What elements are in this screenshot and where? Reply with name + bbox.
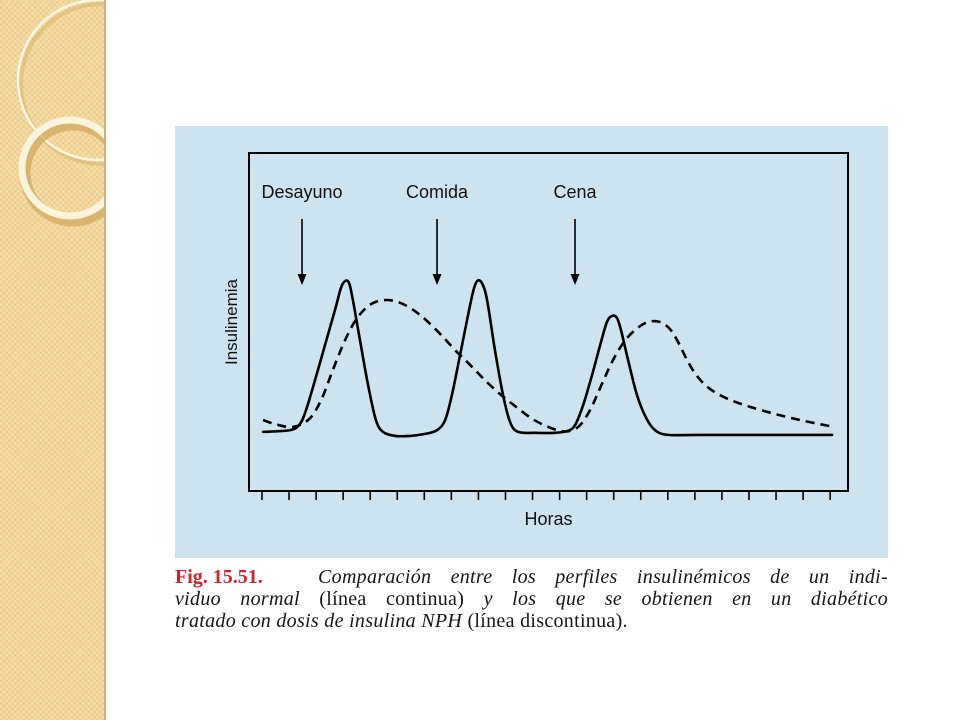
annotation-arrowhead xyxy=(432,274,442,285)
annotation-arrowhead xyxy=(297,274,307,285)
series-line-solid xyxy=(261,278,834,438)
insulin-chart: Desayuno Comida Cena Horas Insulinemia xyxy=(222,152,849,529)
caption-text: (línea discontinua). xyxy=(467,610,628,632)
annotation-label-cena: Cena xyxy=(553,182,597,202)
caption-text: viduo normal xyxy=(175,588,300,610)
caption-text: Comparación entre los perfiles insuliném… xyxy=(318,566,888,588)
caption-line-1: Fig. 15.51. Comparación entre los perfil… xyxy=(175,566,888,588)
caption-text: tratado con dosis de insulina NPH xyxy=(175,610,463,632)
decorative-ring-top-shadow xyxy=(19,2,104,166)
figure-panel: Desayuno Comida Cena Horas Insulinemia xyxy=(175,126,888,558)
caption-text: (línea continua) xyxy=(319,588,465,610)
caption-line-3: tratado con dosis de insulina NPH (línea… xyxy=(175,610,888,632)
decorative-ring-top xyxy=(16,0,104,162)
annotation-label-comida: Comida xyxy=(406,182,469,202)
caption-text: y los que se obtienen en un diabético xyxy=(483,588,889,610)
sidebar-strip xyxy=(0,0,106,720)
decorative-ring-middle xyxy=(18,116,104,220)
figure-caption: Fig. 15.51. Comparación entre los perfil… xyxy=(175,566,888,632)
annotation-label-desayuno: Desayuno xyxy=(261,182,342,202)
caption-line-2: viduo normal (línea continua) y los que … xyxy=(175,588,888,610)
decorative-rings xyxy=(16,0,104,227)
meal-annotations: Desayuno Comida Cena xyxy=(261,182,598,285)
plot-frame xyxy=(248,152,849,492)
figure-number: Fig. 15.51. xyxy=(175,566,263,588)
annotation-arrowhead xyxy=(570,274,580,285)
series-line-dashed xyxy=(262,298,831,433)
series-lines xyxy=(261,278,834,438)
y-axis-label: Insulinemia xyxy=(222,278,241,365)
x-axis-label: Horas xyxy=(524,509,572,529)
x-axis-ticks xyxy=(261,491,831,500)
